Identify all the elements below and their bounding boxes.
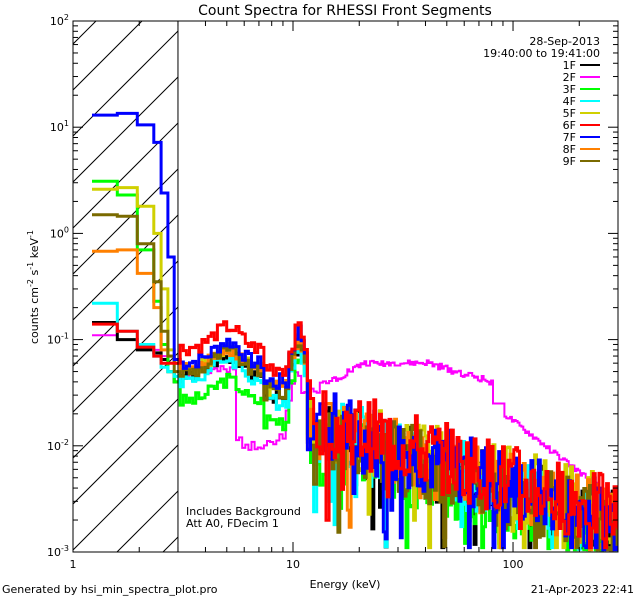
- legend-label: 4F: [563, 95, 576, 108]
- y-tick-label: 10-3: [47, 544, 69, 559]
- y-tick-label: 10-2: [47, 438, 69, 453]
- series-7f: [92, 111, 618, 552]
- series-2f: [92, 334, 618, 502]
- date-label: 28-Sep-2013: [529, 35, 600, 48]
- footer-timestamp: 21-Apr-2023 22:41: [530, 583, 634, 596]
- x-axis-label: Energy (keV): [310, 578, 381, 591]
- footer-generated-by: Generated by hsi_min_spectra_plot.pro: [2, 583, 218, 596]
- legend-label: 1F: [563, 59, 576, 72]
- series-6f: [92, 320, 618, 550]
- x-tick-label: 100: [503, 558, 524, 571]
- x-tick-label: 1: [70, 558, 77, 571]
- y-axis-label: counts cm-2 s-1 keV-1: [26, 230, 41, 344]
- y-tick-label: 100: [50, 225, 69, 240]
- legend-label: 5F: [563, 107, 576, 120]
- y-tick-label: 10-1: [47, 332, 69, 347]
- legend-label: 6F: [563, 119, 576, 132]
- chart-title: Count Spectra for RHESSI Front Segments: [198, 3, 492, 19]
- annotation-attenuator: Att A0, FDecim 1: [186, 517, 279, 530]
- axis-ticks: 1 10 100 10-3 10-2 10-1 100 101 102: [47, 13, 619, 571]
- time-range-label: 19:40:00 to 19:41:00: [483, 47, 600, 60]
- legend-label: 7F: [563, 131, 576, 144]
- y-tick-label: 102: [50, 13, 69, 28]
- x-tick-label: 10: [286, 558, 300, 571]
- y-tick-label: 101: [50, 119, 69, 134]
- legend-label: 3F: [563, 83, 576, 96]
- plot-frame: [72, 20, 619, 553]
- annotation-background: Includes Background: [186, 505, 301, 518]
- legend-label: 9F: [563, 155, 576, 168]
- legend-label: 2F: [563, 71, 576, 84]
- legend-label: 8F: [563, 143, 576, 156]
